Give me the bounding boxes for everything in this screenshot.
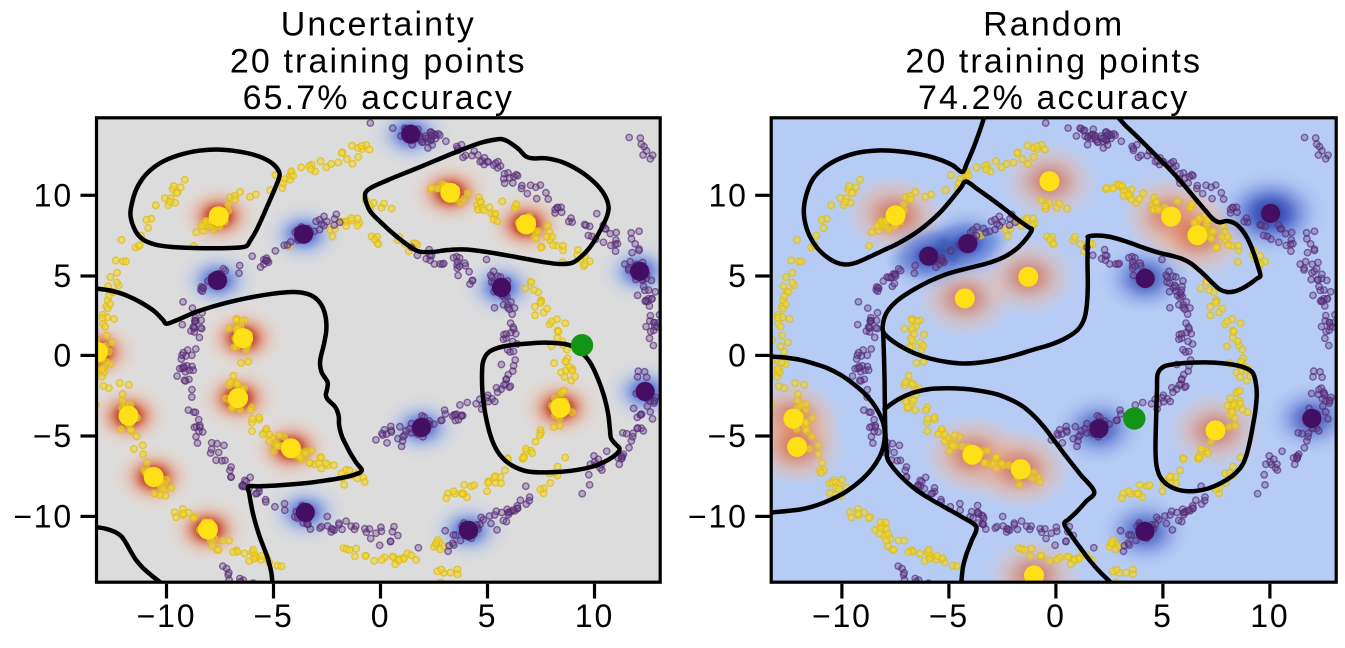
svg-text:Uncertainty: Uncertainty xyxy=(281,6,476,44)
svg-text:74.2% accuracy: 74.2% accuracy xyxy=(918,79,1189,117)
svg-text:−10: −10 xyxy=(812,598,872,634)
svg-text:20 training points: 20 training points xyxy=(230,42,527,80)
svg-text:5: 5 xyxy=(728,258,748,294)
svg-text:0: 0 xyxy=(371,598,391,634)
svg-text:10: 10 xyxy=(34,177,73,213)
svg-text:5: 5 xyxy=(478,598,498,634)
svg-text:0: 0 xyxy=(728,337,748,373)
svg-text:−10: −10 xyxy=(688,498,748,534)
svg-text:−10: −10 xyxy=(13,498,73,534)
svg-text:65.7% accuracy: 65.7% accuracy xyxy=(243,79,514,117)
svg-text:−5: −5 xyxy=(253,598,293,634)
svg-text:10: 10 xyxy=(708,177,747,213)
svg-text:5: 5 xyxy=(1153,598,1173,634)
svg-text:0: 0 xyxy=(1046,598,1066,634)
svg-text:−10: −10 xyxy=(137,598,197,634)
svg-text:0: 0 xyxy=(53,337,73,373)
svg-text:Random: Random xyxy=(983,6,1124,44)
svg-text:10: 10 xyxy=(1250,598,1289,634)
svg-text:−5: −5 xyxy=(708,418,748,454)
svg-text:−5: −5 xyxy=(929,598,969,634)
svg-text:5: 5 xyxy=(53,258,73,294)
svg-text:10: 10 xyxy=(575,598,614,634)
svg-text:−5: −5 xyxy=(33,418,73,454)
svg-text:20 training points: 20 training points xyxy=(905,42,1202,80)
